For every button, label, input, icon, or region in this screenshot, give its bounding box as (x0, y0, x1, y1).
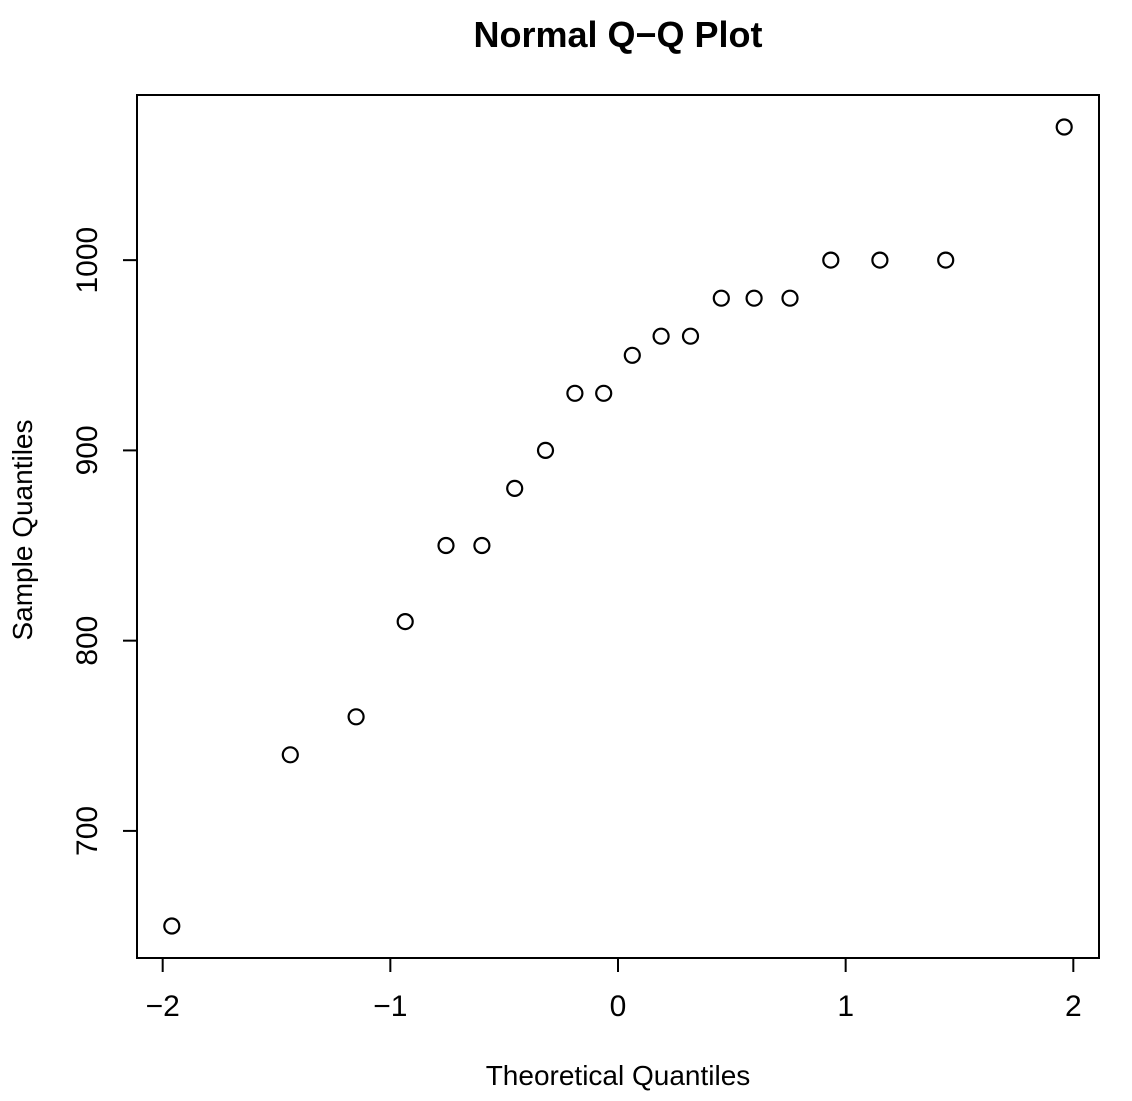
y-tick-label: 900 (71, 425, 104, 475)
y-tick-label: 700 (71, 806, 104, 856)
data-point (473, 536, 491, 555)
data-point (781, 289, 799, 307)
data-point (566, 384, 584, 402)
y-tick-label: 1000 (71, 227, 104, 294)
data-point (1055, 118, 1073, 136)
data-point (281, 746, 299, 764)
data-point (822, 251, 840, 269)
data-point (745, 289, 763, 307)
x-tick-label: −1 (373, 990, 407, 1023)
data-point (652, 327, 670, 345)
x-tick-label: −2 (146, 990, 180, 1023)
x-tick-label: 2 (1065, 990, 1082, 1023)
data-point (871, 251, 889, 269)
data-point (536, 441, 555, 459)
y-tick-label: 800 (71, 616, 104, 666)
data-point (681, 327, 700, 345)
data-point (396, 612, 414, 631)
x-tick-label: 1 (837, 990, 854, 1023)
plot-box (136, 94, 1100, 959)
data-point (506, 479, 524, 497)
data-point (712, 289, 730, 307)
y-axis-label: Sample Quantiles (7, 419, 38, 641)
data-point (595, 384, 613, 402)
chart-title: Normal Q−Q Plot (473, 14, 763, 55)
x-axis-label: Theoretical Quantiles (485, 1060, 751, 1091)
data-point (437, 536, 455, 555)
data-point (163, 917, 181, 935)
x-tick-label: 0 (610, 990, 627, 1023)
data-point (623, 346, 641, 364)
data-point (937, 251, 955, 269)
data-point (347, 708, 365, 726)
